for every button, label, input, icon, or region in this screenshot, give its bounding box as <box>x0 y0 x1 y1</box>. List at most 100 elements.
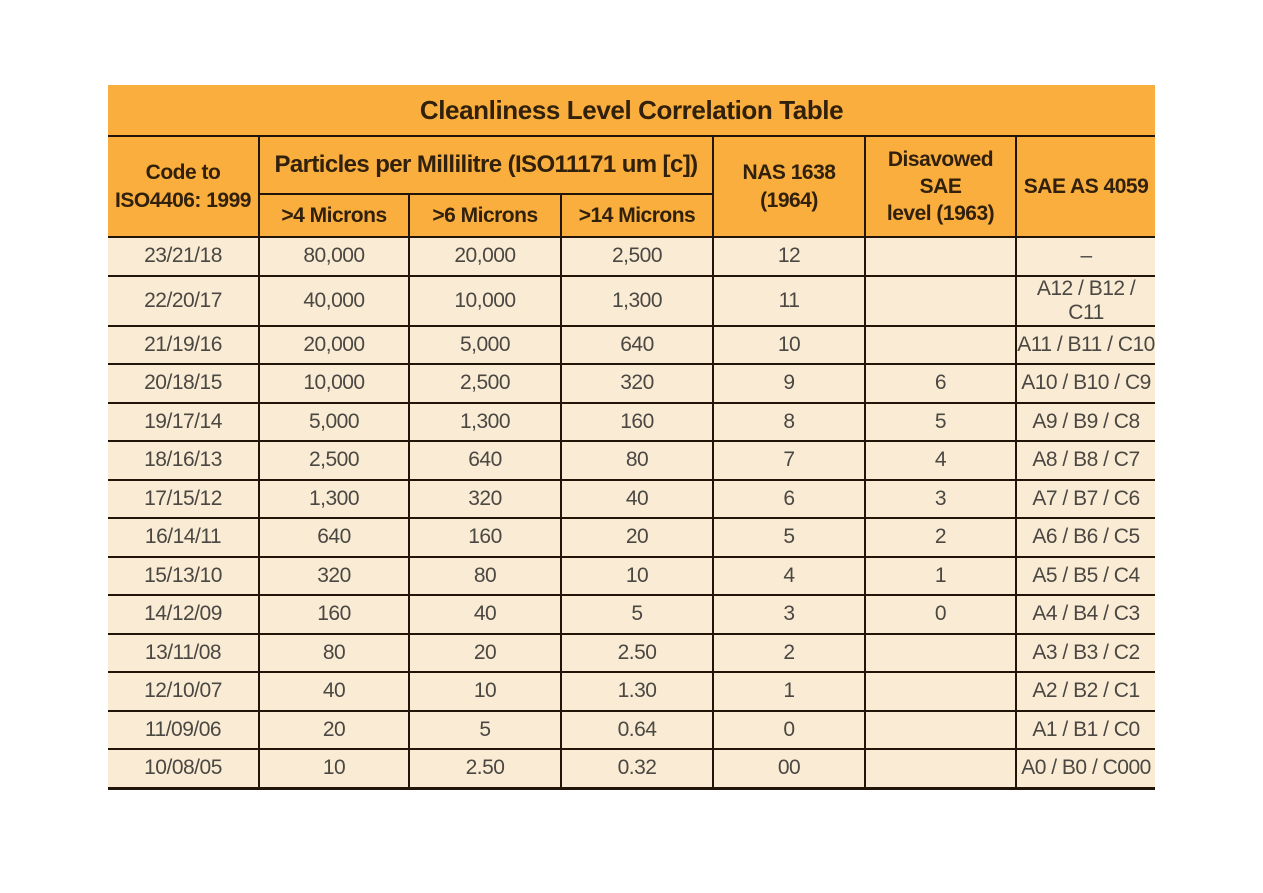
cell-disavowed_sae: 0 <box>864 594 1017 635</box>
cell-m6: 10,000 <box>408 274 562 327</box>
cell-m14: 160 <box>560 401 714 442</box>
cell-disavowed_sae: 3 <box>864 478 1017 519</box>
column-header-4-microns: >4 Microns <box>258 193 410 238</box>
cell-nas: 8 <box>712 401 866 442</box>
table-row: 15/13/10 320 80 10 4 1 A5 / B5 / C4 <box>108 555 1156 596</box>
cell-m4: 20,000 <box>258 324 410 365</box>
cell-sae_as: A1 / B1 / C0 <box>1014 709 1156 750</box>
table-row: 12/10/07 40 10 1.30 1 A2 / B2 / C1 <box>108 671 1156 712</box>
cell-m4: 80 <box>258 632 410 673</box>
cell-m14: 2,500 <box>560 236 714 277</box>
cell-sae_as: A7 / B7 / C6 <box>1014 478 1156 519</box>
header-sub-row: >4 Microns >6 Microns >14 Microns <box>108 193 1155 238</box>
column-header-6-microns: >6 Microns <box>408 193 562 238</box>
cell-m14: 320 <box>560 363 714 404</box>
column-header-disavowed-sae: Disavowed SAE level (1963) <box>864 135 1017 238</box>
cell-code: 15/13/10 <box>108 555 260 596</box>
cell-m6: 10 <box>408 671 562 712</box>
cell-disavowed_sae <box>864 748 1017 790</box>
cell-m14: 2.50 <box>560 632 714 673</box>
cell-code: 21/19/16 <box>108 324 260 365</box>
cell-code: 10/08/05 <box>108 748 260 790</box>
cell-m14: 80 <box>560 440 714 481</box>
cell-nas: 5 <box>712 517 866 558</box>
cell-m4: 1,300 <box>258 478 410 519</box>
table-row: 19/17/14 5,000 1,300 160 8 5 A9 / B9 / C8 <box>108 401 1156 442</box>
cell-code: 22/20/17 <box>108 274 260 327</box>
cell-m4: 40 <box>258 671 410 712</box>
cell-m4: 320 <box>258 555 410 596</box>
cell-code: 20/18/15 <box>108 363 260 404</box>
cell-m14: 20 <box>560 517 714 558</box>
cell-nas: 0 <box>712 709 866 750</box>
cell-code: 17/15/12 <box>108 478 260 519</box>
table-row: 16/14/11 640 160 20 5 2 A6 / B6 / C5 <box>108 517 1156 558</box>
cell-m6: 5,000 <box>408 324 562 365</box>
cell-m14: 1,300 <box>560 274 714 327</box>
cell-code: 12/10/07 <box>108 671 260 712</box>
cell-m4: 160 <box>258 594 410 635</box>
cell-nas: 10 <box>712 324 866 365</box>
column-header-nas-1638: NAS 1638 (1964) <box>712 135 866 238</box>
cell-code: 13/11/08 <box>108 632 260 673</box>
cell-disavowed_sae <box>864 236 1017 277</box>
cell-code: 16/14/11 <box>108 517 260 558</box>
cell-m4: 40,000 <box>258 274 410 327</box>
table-row: 14/12/09 160 40 5 3 0 A4 / B4 / C3 <box>108 594 1156 635</box>
cell-code: 14/12/09 <box>108 594 260 635</box>
cell-m4: 20 <box>258 709 410 750</box>
cell-m4: 5,000 <box>258 401 410 442</box>
cell-m14: 0.64 <box>560 709 714 750</box>
cell-m4: 640 <box>258 517 410 558</box>
cell-disavowed_sae <box>864 671 1017 712</box>
cell-sae_as: A9 / B9 / C8 <box>1014 401 1156 442</box>
cell-m4: 10,000 <box>258 363 410 404</box>
cell-disavowed_sae <box>864 709 1017 750</box>
cell-nas: 00 <box>712 748 866 790</box>
cell-sae_as: A8 / B8 / C7 <box>1014 440 1156 481</box>
cell-nas: 4 <box>712 555 866 596</box>
cell-m14: 640 <box>560 324 714 365</box>
cell-disavowed_sae: 6 <box>864 363 1017 404</box>
table-row: 10/08/05 10 2.50 0.32 00 A0 / B0 / C000 <box>108 748 1156 790</box>
cell-sae_as: A12 / B12 / C11 <box>1014 274 1156 327</box>
cell-code: 11/09/06 <box>108 709 260 750</box>
cell-nas: 11 <box>712 274 866 327</box>
cell-disavowed_sae: 2 <box>864 517 1017 558</box>
cell-disavowed_sae: 1 <box>864 555 1017 596</box>
table-row: 20/18/15 10,000 2,500 320 9 6 A10 / B10 / C9 <box>108 363 1156 404</box>
cell-sae_as: A11 / B11 / C10 <box>1014 324 1156 365</box>
cell-disavowed_sae <box>864 274 1017 327</box>
cell-m6: 2,500 <box>408 363 562 404</box>
table-row: 22/20/17 40,000 10,000 1,300 11 A12 / B12 / C… <box>108 274 1156 327</box>
cell-disavowed_sae: 5 <box>864 401 1017 442</box>
cell-m6: 2.50 <box>408 748 562 790</box>
cell-nas: 2 <box>712 632 866 673</box>
cell-code: 23/21/18 <box>108 236 260 277</box>
cleanliness-correlation-table: Cleanliness Level Correlation Table Code… <box>108 85 1156 790</box>
cell-sae_as: A2 / B2 / C1 <box>1014 671 1156 712</box>
cell-disavowed_sae: 4 <box>864 440 1017 481</box>
column-header-particles-group: Particles per Millilitre (ISO11171 um [c… <box>258 135 714 195</box>
cell-m4: 80,000 <box>258 236 410 277</box>
cell-m14: 1.30 <box>560 671 714 712</box>
cell-m6: 160 <box>408 517 562 558</box>
cell-m14: 10 <box>560 555 714 596</box>
cell-nas: 1 <box>712 671 866 712</box>
cell-m6: 80 <box>408 555 562 596</box>
title-row: Cleanliness Level Correlation Table <box>108 85 1156 137</box>
cell-m6: 40 <box>408 594 562 635</box>
cell-m6: 1,300 <box>408 401 562 442</box>
table-row: 13/11/08 80 20 2.50 2 A3 / B3 / C2 <box>108 632 1156 673</box>
cell-sae_as: A5 / B5 / C4 <box>1014 555 1156 596</box>
cell-sae_as: – <box>1014 236 1156 277</box>
cell-m4: 10 <box>258 748 410 790</box>
cell-nas: 3 <box>712 594 866 635</box>
cell-nas: 9 <box>712 363 866 404</box>
cell-sae_as: A6 / B6 / C5 <box>1014 517 1156 558</box>
column-header-sae-as-4059: SAE AS 4059 <box>1014 135 1156 238</box>
cell-code: 19/17/14 <box>108 401 260 442</box>
column-header-iso-code: Code to ISO4406: 1999 <box>108 135 260 238</box>
cell-disavowed_sae <box>864 324 1017 365</box>
